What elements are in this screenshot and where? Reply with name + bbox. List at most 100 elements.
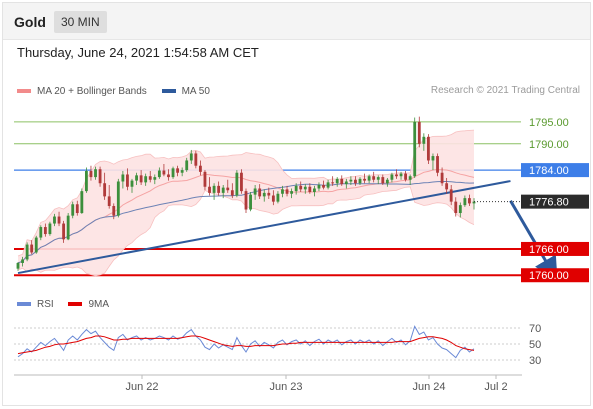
candle-body bbox=[189, 153, 193, 161]
candle bbox=[217, 181, 221, 196]
candle-body bbox=[34, 237, 38, 253]
legend-item-9ma[interactable]: 9MA bbox=[68, 299, 109, 310]
price-label-1795.00: 1795.00 bbox=[529, 117, 569, 129]
candle bbox=[107, 184, 111, 209]
candle-body bbox=[404, 173, 408, 180]
rsi-tick-label: 30 bbox=[529, 355, 541, 367]
candle bbox=[253, 184, 257, 200]
candle-body bbox=[285, 189, 289, 194]
time-axis: Jun 22 Jun 23 Jun 24 Jul 2 bbox=[14, 374, 522, 393]
candle-body bbox=[399, 173, 403, 177]
candle-body bbox=[230, 190, 234, 196]
candle-body bbox=[290, 191, 294, 194]
candle bbox=[89, 165, 93, 181]
candle-body bbox=[367, 176, 371, 181]
candle bbox=[62, 220, 66, 243]
candle bbox=[431, 153, 435, 171]
candle bbox=[53, 213, 56, 227]
candle-body bbox=[84, 170, 88, 192]
candle-body bbox=[417, 121, 421, 144]
legend-swatch-rsi bbox=[17, 302, 31, 306]
candle bbox=[262, 189, 266, 202]
candle-body bbox=[121, 174, 125, 182]
candle-body bbox=[226, 187, 230, 191]
candle-body bbox=[16, 262, 20, 269]
price-label-bg-1766.00 bbox=[521, 241, 589, 256]
candle-body bbox=[262, 192, 266, 197]
candle bbox=[66, 213, 70, 241]
candle bbox=[335, 177, 339, 187]
candle-body bbox=[395, 174, 398, 177]
candle bbox=[176, 165, 180, 177]
candle bbox=[71, 201, 75, 219]
candle-body bbox=[258, 188, 262, 197]
candles bbox=[16, 116, 476, 271]
candle bbox=[367, 174, 371, 184]
candle-body bbox=[472, 201, 476, 204]
candle bbox=[130, 178, 134, 193]
candle-body bbox=[436, 156, 439, 173]
time-tick-label: Jun 22 bbox=[125, 381, 158, 393]
candle-body bbox=[98, 169, 102, 184]
candle-body bbox=[198, 165, 202, 172]
candle-body bbox=[381, 177, 385, 184]
candle bbox=[221, 184, 225, 199]
candle bbox=[404, 170, 408, 182]
candle bbox=[468, 194, 471, 207]
candle-body bbox=[48, 223, 52, 235]
candle-body bbox=[326, 182, 330, 188]
legend-item-ma50[interactable]: MA 50 bbox=[161, 86, 210, 97]
candle-body bbox=[203, 171, 207, 187]
candle bbox=[326, 179, 330, 190]
candle bbox=[16, 262, 20, 271]
candle-body bbox=[354, 179, 357, 184]
candle bbox=[331, 176, 335, 186]
price-axis-labels: 1795.00 1790.00 1784.00 1766.00 1760.00 1776.… bbox=[474, 117, 589, 283]
candle bbox=[363, 173, 366, 184]
candle bbox=[116, 178, 120, 218]
candle bbox=[34, 235, 38, 254]
candle bbox=[322, 180, 325, 190]
legend-item-rsi[interactable]: RSI bbox=[17, 299, 54, 310]
candle-body bbox=[107, 196, 111, 207]
candle-body bbox=[312, 188, 316, 192]
candle-body bbox=[349, 179, 353, 182]
candle bbox=[98, 166, 102, 187]
candle bbox=[285, 185, 289, 197]
price-label-1784.00: 1784.00 bbox=[529, 165, 569, 177]
candle-body bbox=[212, 185, 216, 193]
candle-body bbox=[139, 175, 143, 183]
candle-body bbox=[43, 227, 47, 235]
candle-body bbox=[235, 172, 239, 196]
symbol-title: Gold bbox=[14, 14, 46, 30]
candle bbox=[299, 181, 303, 192]
price-label-bg-1760.00 bbox=[521, 268, 589, 283]
rsi-tick-label: 70 bbox=[529, 323, 541, 335]
candle-body bbox=[75, 204, 79, 214]
candle bbox=[167, 169, 170, 181]
candle-body bbox=[171, 168, 175, 178]
candle bbox=[25, 242, 29, 262]
candle bbox=[303, 184, 307, 194]
candle-body bbox=[249, 194, 252, 210]
price-label-1760.00: 1760.00 bbox=[529, 270, 569, 282]
time-tick-label: Jun 24 bbox=[412, 381, 445, 393]
candle bbox=[385, 177, 389, 187]
candle-body bbox=[176, 168, 180, 173]
candle-body bbox=[385, 179, 389, 184]
legend-item-ma20[interactable]: MA 20 + Bollinger Bands bbox=[17, 86, 147, 97]
candle bbox=[358, 177, 362, 185]
timeframe-button[interactable]: 30 MIN bbox=[54, 11, 107, 33]
candle-body bbox=[194, 153, 198, 166]
candle-body bbox=[340, 178, 344, 185]
candle bbox=[249, 192, 252, 212]
candle-body bbox=[372, 176, 376, 180]
rsi-panel: 70 50 30 bbox=[14, 323, 541, 367]
candle-body bbox=[240, 172, 243, 192]
candle-body bbox=[221, 187, 225, 193]
rsi-tick-label: 50 bbox=[529, 339, 541, 351]
candle-body bbox=[335, 178, 339, 184]
candle-body bbox=[276, 193, 280, 202]
legend-swatch-ma50 bbox=[161, 89, 176, 93]
